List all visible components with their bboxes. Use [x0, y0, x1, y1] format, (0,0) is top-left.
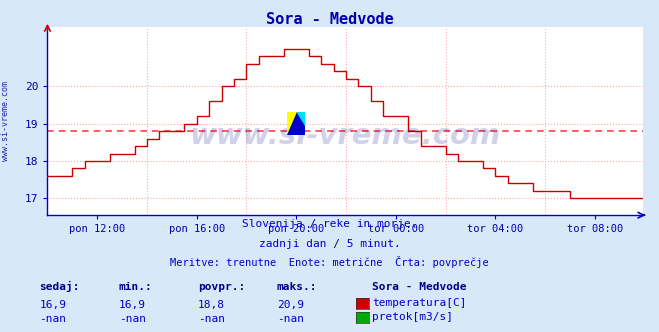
Text: 16,9: 16,9 — [40, 300, 67, 310]
Text: -nan: -nan — [277, 314, 304, 324]
Text: min.:: min.: — [119, 283, 152, 292]
Text: Slovenija / reke in morje.: Slovenija / reke in morje. — [242, 219, 417, 229]
Text: povpr.:: povpr.: — [198, 283, 245, 292]
Text: sedaj:: sedaj: — [40, 282, 80, 292]
Text: Sora - Medvode: Sora - Medvode — [266, 12, 393, 27]
Text: -nan: -nan — [119, 314, 146, 324]
Text: 16,9: 16,9 — [119, 300, 146, 310]
Text: 18,8: 18,8 — [198, 300, 225, 310]
Polygon shape — [287, 112, 306, 135]
Text: 20,9: 20,9 — [277, 300, 304, 310]
Text: temperatura[C]: temperatura[C] — [372, 298, 467, 308]
Text: maks.:: maks.: — [277, 283, 317, 292]
Text: pretok[m3/s]: pretok[m3/s] — [372, 312, 453, 322]
Text: Sora - Medvode: Sora - Medvode — [372, 283, 467, 292]
Polygon shape — [297, 112, 306, 124]
Text: www.si-vreme.com: www.si-vreme.com — [189, 122, 501, 150]
Polygon shape — [287, 112, 297, 135]
Text: zadnji dan / 5 minut.: zadnji dan / 5 minut. — [258, 239, 401, 249]
Text: -nan: -nan — [198, 314, 225, 324]
Text: www.si-vreme.com: www.si-vreme.com — [1, 81, 11, 161]
Text: Meritve: trenutne  Enote: metrične  Črta: povprečje: Meritve: trenutne Enote: metrične Črta: … — [170, 256, 489, 268]
Text: -nan: -nan — [40, 314, 67, 324]
